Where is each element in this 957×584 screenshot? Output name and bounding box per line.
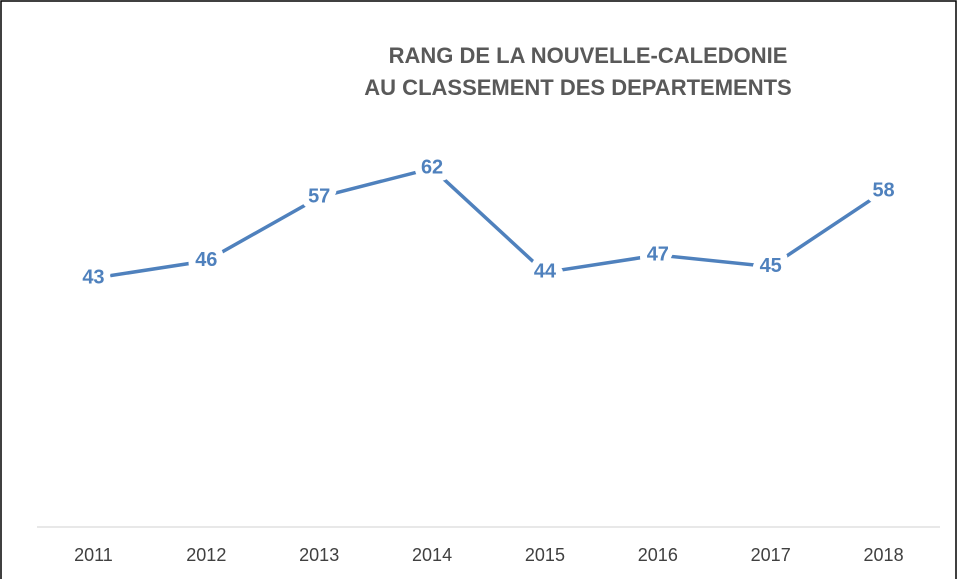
chart-title: RANG DE LA NOUVELLE-CALEDONIE — [389, 43, 788, 68]
data-label: 58 — [872, 180, 894, 202]
x-tick-label: 2011 — [74, 545, 113, 565]
x-tick-label: 2015 — [525, 545, 565, 565]
data-label: 62 — [421, 157, 443, 179]
x-tick-label: 2017 — [751, 545, 791, 565]
data-label: 47 — [647, 243, 669, 265]
data-label: 43 — [82, 266, 104, 288]
data-label: 46 — [195, 249, 217, 271]
chart-title: AU CLASSEMENT DES DEPARTEMENTS — [364, 75, 791, 100]
x-tick-label: 2013 — [299, 545, 339, 565]
x-tick-label: 2018 — [864, 545, 904, 565]
series-line — [93, 166, 885, 280]
data-label: 45 — [760, 255, 782, 277]
data-label: 57 — [308, 185, 330, 207]
data-label: 44 — [534, 261, 557, 283]
x-tick-label: 2014 — [412, 545, 452, 565]
x-tick-label: 2016 — [638, 545, 678, 565]
x-tick-label: 2012 — [186, 545, 226, 565]
